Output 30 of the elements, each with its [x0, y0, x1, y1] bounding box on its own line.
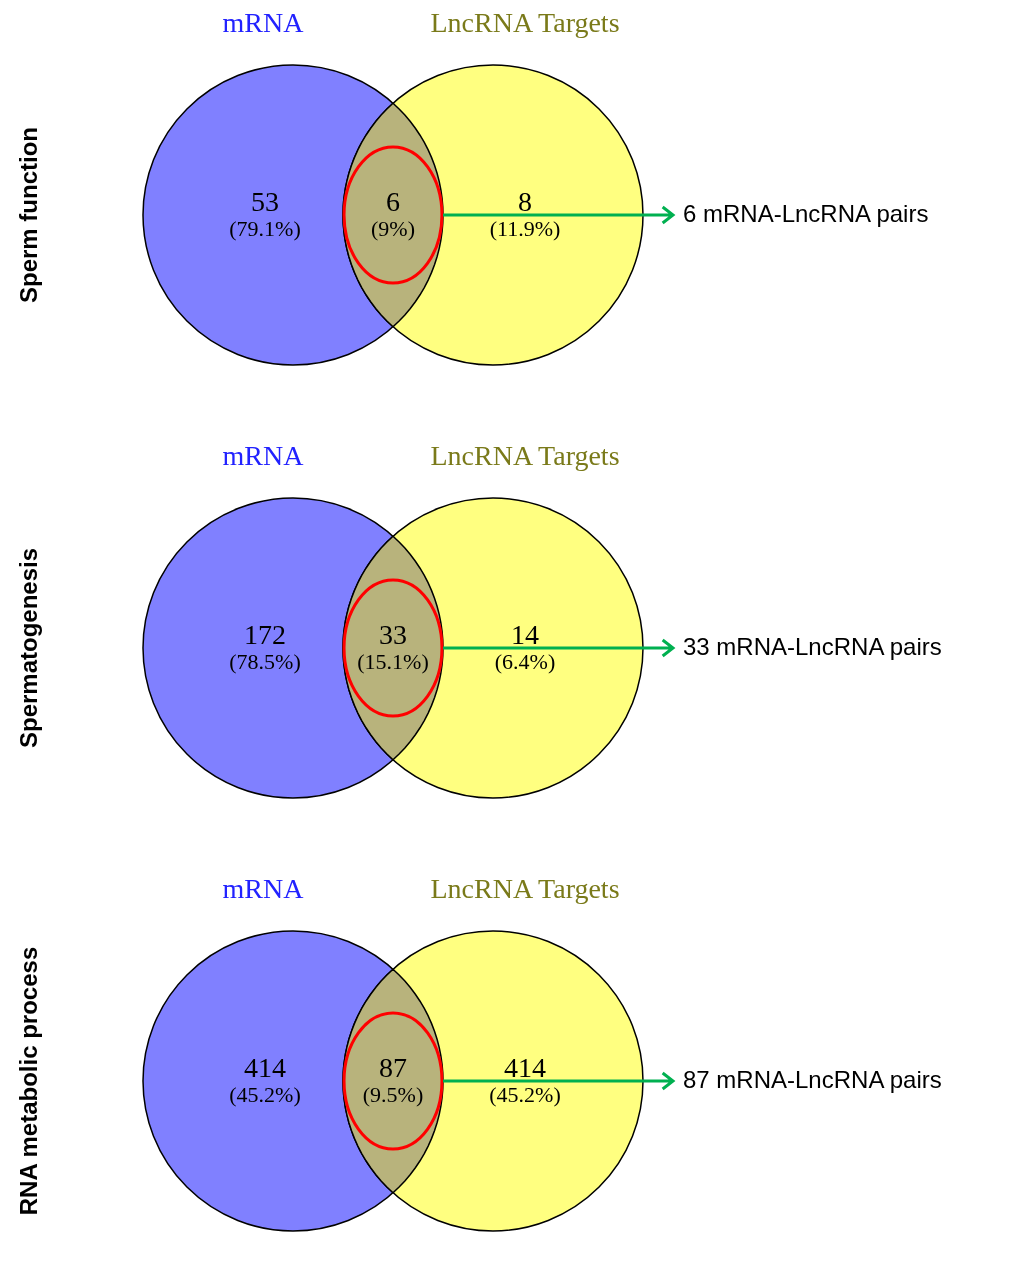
text: RNA metabolic process — [15, 946, 42, 1216]
text: (9.5%) — [362, 1082, 424, 1107]
text: LncRNA Targets — [430, 440, 620, 471]
text: mRNA — [222, 7, 305, 38]
data-label: 414 — [244, 1052, 286, 1083]
text: (6.4%) — [494, 649, 556, 674]
data-label: 53 — [251, 186, 279, 217]
text: 87 mRNA-LncRNA pairs — [683, 1066, 942, 1093]
text: (79.1%) — [229, 216, 301, 241]
data-label: 33 — [379, 619, 407, 650]
text: (45.2%) — [229, 1082, 301, 1107]
text: LncRNA Targets — [430, 7, 620, 38]
text: 6 mRNA-LncRNA pairs — [683, 200, 929, 227]
text: 33 mRNA-LncRNA pairs — [683, 633, 942, 660]
data-label: 414 — [504, 1052, 546, 1083]
text: (15.1%) — [357, 649, 429, 674]
data-label: 8 — [518, 186, 532, 217]
text: Spermatogenesis — [15, 547, 42, 749]
data-label: 14 — [511, 619, 539, 650]
text: LncRNA Targets — [430, 873, 620, 904]
text: (45.2%) — [489, 1082, 561, 1107]
text: (9%) — [371, 216, 415, 241]
text: mRNA — [222, 873, 305, 904]
data-label: 172 — [244, 619, 286, 650]
text: Sperm function — [15, 126, 42, 304]
data-label: 6 — [386, 186, 400, 217]
text: mRNA — [222, 440, 305, 471]
text: (78.5%) — [229, 649, 301, 674]
data-label: 87 — [379, 1052, 407, 1083]
text: (11.9%) — [489, 216, 561, 241]
